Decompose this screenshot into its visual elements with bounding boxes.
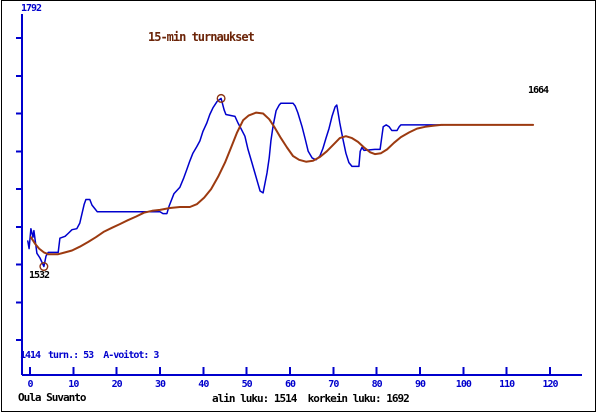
tournament-stats-line: turn.: 53 A-voitot: 3 — [48, 350, 159, 361]
x-axis-tick-label: 40 — [198, 379, 209, 390]
x-axis-tick-label: 70 — [328, 379, 339, 390]
highest-point-marker — [216, 93, 226, 103]
chart-border-frame — [1, 0, 596, 412]
y-axis-max-label: 1792 — [21, 3, 42, 14]
start-rating-label: 1532 — [29, 270, 50, 281]
x-axis-tick-label: 110 — [499, 379, 515, 390]
x-axis-tick-label: 30 — [154, 379, 166, 390]
min-max-summary: alin luku: 1514 korkein luku: 1692 — [212, 392, 410, 405]
x-axis-tick-label: 20 — [111, 379, 123, 390]
chart-title: 15-min turnaukset — [148, 30, 255, 44]
lowest-point-marker — [39, 262, 49, 272]
x-axis-tick-label: 80 — [371, 379, 383, 390]
x-axis-tick-label: 90 — [414, 379, 426, 390]
x-axis-tick-label: 120 — [542, 379, 558, 390]
x-axis-tick-label: 50 — [241, 379, 253, 390]
player-name: Oula Suvanto — [18, 391, 86, 404]
x-axis-tick-label: 0 — [27, 379, 33, 390]
rating-line — [27, 97, 444, 268]
average-line — [29, 111, 535, 256]
end-rating-label: 1664 — [528, 85, 549, 96]
x-axis-tick-label: 100 — [455, 379, 472, 390]
x-axis-tick-label: 10 — [68, 379, 79, 390]
y-axis-min-label: 1414 — [20, 350, 41, 361]
x-axis-tick-label: 60 — [284, 379, 296, 390]
